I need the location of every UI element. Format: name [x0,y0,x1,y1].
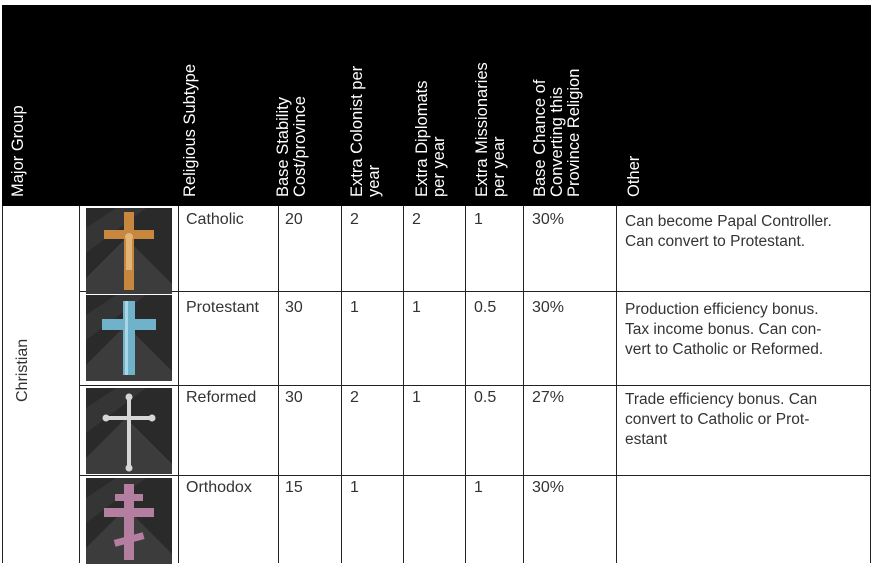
other-note: Trade efficiency bonus. Can convert to C… [625,391,818,448]
grid-line [79,206,80,563]
orthodox-cross-icon [86,478,172,564]
row-divider [79,291,871,292]
grid-line [341,206,342,563]
grid-line [616,206,617,563]
other-note: Can become Papal Controller. Can convert… [625,213,832,250]
reformed-cross-icon [86,388,172,474]
row-divider [79,475,871,476]
grid-line [278,206,279,563]
grid-line [403,206,404,563]
grid-line [523,206,524,563]
row-divider [79,385,871,386]
major-group-label: Christian [14,338,31,402]
grid-line [465,206,466,563]
grid-line [2,206,3,563]
catholic-cross-icon [86,208,172,294]
other-note: Production efficiency bonus. Tax income … [625,301,824,358]
table-header [2,5,871,206]
grid-line [178,206,179,563]
grid-line [870,206,871,563]
protestant-cross-icon [86,295,172,381]
